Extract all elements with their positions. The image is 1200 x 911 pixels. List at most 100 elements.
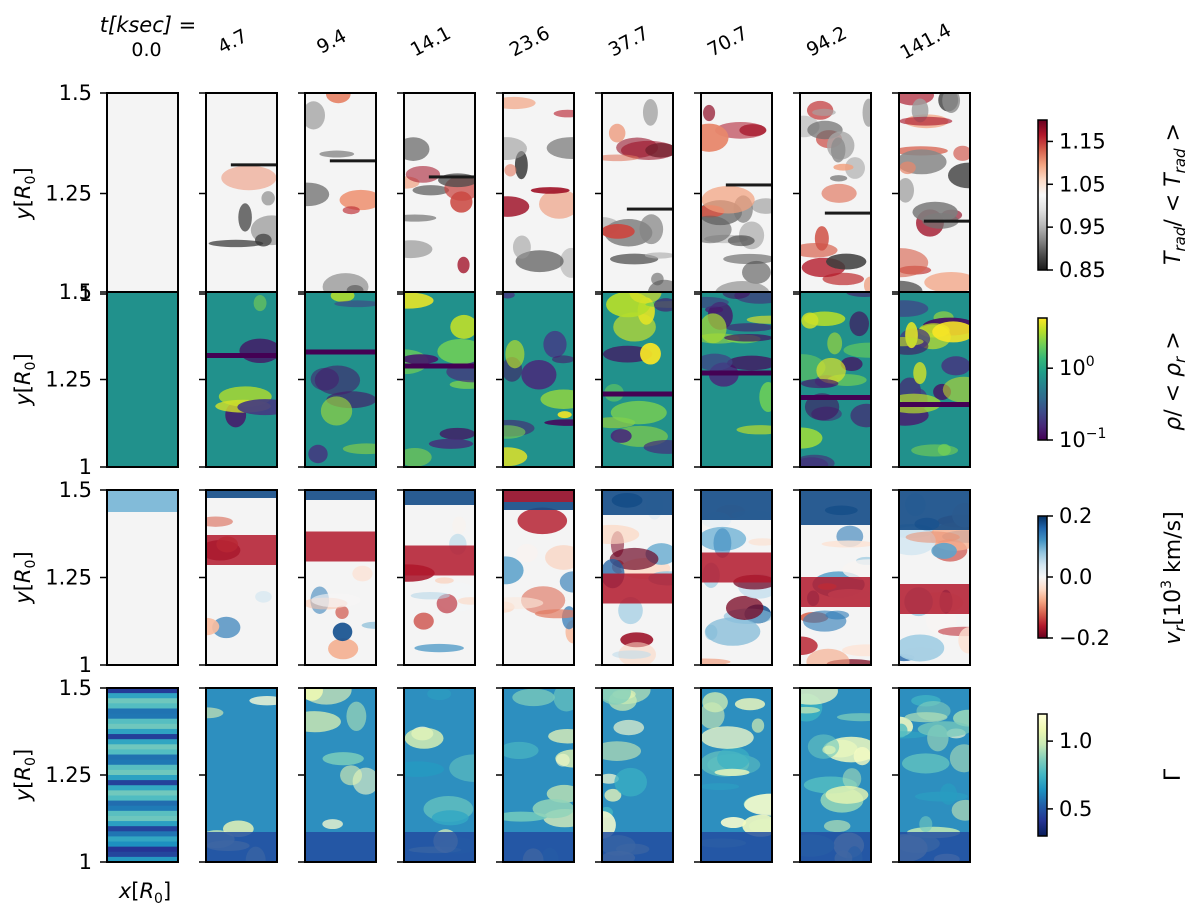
panel-feature <box>208 239 264 248</box>
panel-feature <box>812 108 836 116</box>
panel-r3-c7 <box>793 687 872 863</box>
panel-feature <box>913 362 927 385</box>
colorbar-gradient <box>1038 120 1047 270</box>
panel-feature <box>361 621 376 629</box>
row-label-trad: Trad/ < Trad > <box>1161 123 1189 265</box>
colorbar-tick-label: 0.5 <box>1059 797 1092 821</box>
panel-feature <box>452 516 466 535</box>
panel-feature <box>206 707 224 719</box>
panel-feature <box>553 109 574 118</box>
panel-feature <box>414 643 464 653</box>
panel-feature <box>802 610 847 632</box>
colorbar-tick-label: 0.95 <box>1059 215 1106 239</box>
panel-feature <box>604 788 622 802</box>
panel-feature <box>512 235 531 259</box>
panel-feature <box>503 96 536 110</box>
panel-feature <box>404 240 433 259</box>
panel-feature <box>804 393 840 421</box>
panel-band <box>107 800 178 807</box>
panel-band <box>602 490 673 515</box>
panel-feature <box>800 688 838 705</box>
panel-feature <box>311 593 361 608</box>
panel-feature <box>701 123 729 152</box>
panel-band <box>107 688 178 694</box>
panel-feature <box>352 565 373 582</box>
panel-feature <box>899 723 908 738</box>
panel-feature <box>517 507 568 535</box>
colorbar-tick-label: 1.05 <box>1059 172 1106 196</box>
panel-band <box>107 851 178 858</box>
panel-r1-c4 <box>496 291 575 468</box>
panel-feature <box>503 597 544 609</box>
panel-r2-c1 <box>199 489 278 666</box>
panel-feature <box>608 123 626 143</box>
panel-band <box>107 759 178 766</box>
panel-feature <box>701 658 731 665</box>
y-tick-label: 1.5 <box>59 676 92 700</box>
panel-feature <box>503 196 530 217</box>
panel-band <box>107 790 178 797</box>
panel-feature <box>714 768 750 776</box>
panel-band <box>107 815 178 822</box>
colorbar-tick-label: 0.85 <box>1059 258 1106 282</box>
panel-feature <box>328 638 359 660</box>
panel-feature <box>308 444 328 464</box>
panel-feature <box>610 400 667 425</box>
panel-feature <box>450 314 475 339</box>
panel-feature <box>530 187 570 194</box>
panel-feature <box>253 295 267 312</box>
panel-feature <box>911 98 929 123</box>
panel-background <box>107 292 178 467</box>
panel-r0-c6 <box>694 92 773 295</box>
panel-feature <box>614 767 647 797</box>
panel-feature <box>924 271 970 293</box>
panel-feature <box>404 447 432 467</box>
panel-band <box>404 545 475 576</box>
panel-front <box>626 207 673 211</box>
panel-r0-c4 <box>496 92 575 295</box>
panel-feature <box>610 429 632 443</box>
panel-feature <box>849 311 869 337</box>
panel-feature <box>319 150 355 158</box>
panel-feature <box>814 226 829 251</box>
panel-feature <box>439 427 475 440</box>
panel-band <box>107 698 178 704</box>
panel-feature <box>643 440 673 454</box>
colorbar-frame <box>1037 713 1048 837</box>
panel-feature <box>431 810 469 826</box>
panel-feature <box>724 323 772 332</box>
row-label-gamma: Γ <box>1161 768 1186 781</box>
panel-feature <box>559 247 574 278</box>
panel-r1-c3 <box>397 291 476 468</box>
panel-band <box>107 841 178 848</box>
panel-band <box>305 490 376 500</box>
time-label-0: 0.0 <box>131 39 161 61</box>
panel-feature <box>725 595 764 620</box>
panel-feature <box>322 752 364 766</box>
panel-feature <box>701 185 755 214</box>
panel-feature <box>404 761 445 777</box>
panel-band <box>107 739 178 745</box>
panel-feature <box>613 719 645 736</box>
panel-feature <box>703 104 716 122</box>
panel-feature <box>620 140 673 160</box>
y-tick-label: 1 <box>79 850 92 874</box>
panel-feature <box>629 292 662 304</box>
panel-feature <box>899 280 923 294</box>
panel-r3-c1 <box>199 687 278 863</box>
colorbar-tick-label: 1.15 <box>1059 129 1106 153</box>
row-label-rho: ρ/ < ρr > <box>1161 331 1189 430</box>
colorbar-tick-label: 1.0 <box>1059 729 1092 753</box>
panel-feature <box>862 98 871 127</box>
panel-feature <box>845 292 871 297</box>
panel-feature <box>727 355 772 371</box>
panel-feature <box>845 157 865 179</box>
panel-feature <box>305 711 341 733</box>
panel-feature <box>949 744 970 773</box>
panel-r0-c3 <box>397 92 476 295</box>
panel-feature <box>206 617 220 636</box>
colorbar-3: 0.5 1.0 <box>1037 713 1092 837</box>
row-quantity-labels: Trad/ < Trad > ρ/ < ρr > vr[103 km/s] Γ <box>1159 123 1189 781</box>
panel-feature <box>404 727 444 749</box>
